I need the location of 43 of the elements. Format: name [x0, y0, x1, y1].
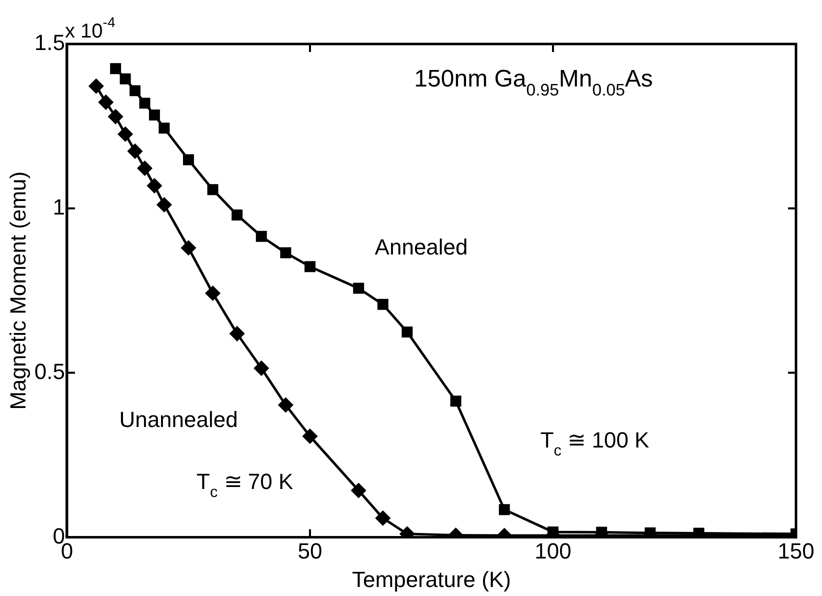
- point: [377, 298, 388, 310]
- point: [232, 209, 243, 220]
- point: [182, 154, 194, 166]
- y-tick-label: 1: [52, 194, 65, 220]
- point: [256, 230, 267, 242]
- point: [108, 109, 123, 124]
- point: [130, 85, 141, 96]
- point: [230, 326, 244, 341]
- point: [158, 122, 170, 134]
- point: [88, 78, 104, 94]
- point: [278, 398, 293, 412]
- point: [450, 396, 462, 407]
- point: [128, 144, 142, 158]
- point: [351, 483, 366, 498]
- x-axis-title: Temperature (K): [352, 566, 511, 592]
- x-tick-label: 50: [298, 538, 322, 564]
- point: [302, 429, 318, 444]
- y-axis-title: Magnetic Moment (emu): [5, 171, 30, 410]
- point: [498, 504, 510, 516]
- point: [120, 73, 131, 84]
- point: [254, 360, 269, 376]
- annotation: Unannealed: [119, 406, 238, 432]
- point: [206, 286, 220, 300]
- y-tick-label: 1.5: [34, 30, 65, 56]
- x-tick-label: 100: [534, 538, 572, 564]
- point: [207, 184, 218, 196]
- point: [181, 240, 196, 256]
- point: [137, 161, 152, 176]
- point: [98, 94, 114, 110]
- point: [353, 282, 364, 294]
- point: [110, 63, 122, 74]
- point: [402, 326, 413, 338]
- x-tick-label: 150: [778, 538, 814, 564]
- point: [148, 110, 160, 121]
- point: [147, 178, 162, 193]
- point: [280, 247, 292, 258]
- annotation: Annealed: [374, 234, 468, 260]
- point: [376, 510, 390, 526]
- point: [118, 126, 133, 142]
- point: [139, 98, 150, 109]
- y-tick-label: 0.5: [34, 358, 65, 384]
- point: [156, 198, 172, 212]
- point: [304, 261, 316, 272]
